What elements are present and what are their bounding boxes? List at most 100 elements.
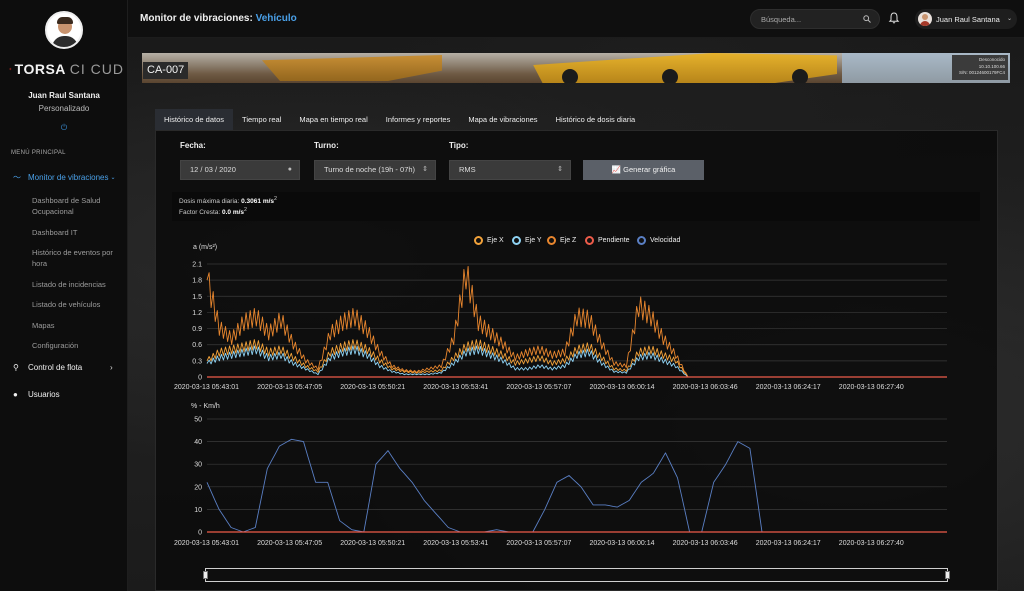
menu-section-title: MENÚ PRINCIPAL [11, 150, 66, 156]
turno-label: Turno: [314, 141, 339, 150]
x-tick-label: 2020-03-13 05:50:21 [340, 384, 405, 391]
sidebar-subitem-dashboard-salud[interactable]: Dashboard de Salud Ocupacional [32, 196, 101, 216]
x-tick-label: 2020-03-13 05:53:41 [423, 540, 488, 547]
legend-pendiente[interactable]: Pendiente [585, 236, 630, 245]
legend-eje-z[interactable]: Eje Z [547, 236, 576, 245]
y-tick-label: 0.9 [192, 326, 202, 333]
sidebar-item-label: Monitor de vibraciones [28, 173, 109, 182]
chevron-right-icon: › [110, 363, 113, 372]
x-tick-label: 2020-03-13 06:03:46 [673, 540, 738, 547]
tab-historico-datos[interactable]: Histórico de datos [155, 109, 234, 130]
range-navigator[interactable] [203, 568, 950, 582]
y-tick-label: 50 [194, 417, 202, 424]
sidebar-subitem-vehiculos[interactable]: Listado de vehículos [32, 300, 101, 309]
y-tick-label: 0 [198, 530, 202, 537]
select-arrows-icon: ⇕ [557, 166, 563, 173]
y-tick-label: 0.6 [192, 342, 202, 349]
sidebar-subitem-configuracion[interactable]: Configuración [32, 341, 79, 350]
fecha-label: Fecha: [180, 141, 206, 150]
charts-area: a (m/s²) 0 0.3 0.6 0.9 1.2 1.5 1.8 2.1 2020-03-13… [174, 244, 947, 547]
tab-mapa-tiempo-real[interactable]: Mapa en tiempo real [299, 115, 368, 124]
sidebar-item-label: Control de flota [28, 363, 83, 372]
y-tick-label: 10 [194, 507, 202, 514]
vehicle-banner [142, 53, 1010, 83]
search-box[interactable] [750, 9, 880, 29]
user-icon: ● [13, 390, 18, 399]
tab-tiempo-real[interactable]: Tiempo real [242, 115, 282, 124]
y-axis-label: % - Km/h [191, 403, 220, 410]
navigator-right-handle[interactable] [945, 571, 950, 579]
series-line-eje-z [206, 265, 947, 378]
clear-icon[interactable]: ● [287, 166, 292, 173]
sidebar-subitem-historico-eventos[interactable]: Histórico de eventos por hora [32, 248, 113, 268]
search-icon[interactable] [863, 15, 871, 23]
sidebar-subitem-incidencias[interactable]: Listado de incidencias [32, 280, 106, 289]
chart-icon: 📈 [611, 165, 622, 174]
x-tick-label: 2020-03-13 05:57:07 [506, 384, 571, 391]
avatar [918, 12, 932, 26]
x-tick-label: 2020-03-13 05:43:01 [174, 384, 239, 391]
tab-informes[interactable]: Informes y reportes [385, 115, 451, 124]
search-input[interactable] [761, 13, 856, 26]
tipo-select[interactable]: RMS ⇕ [449, 160, 571, 180]
turno-value: Turno de noche (19h - 07h) [324, 165, 416, 174]
legend-eje-x[interactable]: Eje X [474, 236, 504, 245]
tab-mapa-vibraciones[interactable]: Mapa de vibraciones [468, 115, 538, 124]
y-tick-label: 1.5 [192, 294, 202, 301]
power-icon[interactable]: ⏻ [60, 123, 68, 132]
series-line-eje-y [206, 345, 947, 378]
x-tick-label: 2020-03-13 06:00:14 [590, 540, 655, 547]
factor-stat: Factor Cresta: 0.0 m/s2 [179, 207, 248, 217]
y-axis-label: a (m/s²) [193, 244, 217, 251]
turno-select[interactable]: Turno de noche (19h - 07h) ⇕ [314, 160, 436, 180]
y-tick-label: 0 [198, 375, 202, 382]
vehicle-id: CA-007 [143, 62, 189, 79]
map-pin-icon: ⚲ [13, 363, 19, 372]
brand-logo[interactable]: TORSA CI CUD [9, 61, 124, 77]
x-tick-label: 2020-03-13 05:57:07 [506, 540, 571, 547]
y-tick-label: 1.2 [192, 310, 202, 317]
brand-name: TORSA [14, 61, 66, 77]
x-tick-label: 2020-03-13 06:00:14 [590, 384, 655, 391]
sidebar-subitem-mapas[interactable]: Mapas [32, 321, 55, 330]
sidebar-item-usuarios[interactable]: ● Usuarios [13, 390, 60, 399]
user-menu[interactable]: Juan Raul Santana ⌄ [915, 9, 1017, 29]
x-tick-label: 2020-03-13 05:50:21 [340, 540, 405, 547]
tipo-label: Tipo: [449, 141, 469, 150]
legend-eje-y[interactable]: Eje Y [512, 236, 542, 245]
sidebar-user-role: Personalizado [38, 104, 90, 113]
tipo-value: RMS [459, 165, 476, 174]
sidebar-item-label: Usuarios [28, 390, 60, 399]
y-tick-label: 40 [194, 439, 202, 446]
series-line-eje-x [206, 339, 947, 378]
generate-chart-button[interactable]: 📈 Generar gráfica [583, 160, 704, 180]
x-tick-label: 2020-03-13 06:27:40 [839, 384, 904, 391]
select-arrows-icon: ⇕ [422, 166, 428, 173]
sidebar-subitem-dashboard-it[interactable]: Dashboard IT [32, 228, 78, 237]
legend-velocidad[interactable]: Velocidad [637, 236, 680, 245]
header-user-name: Juan Raul Santana [936, 15, 1000, 24]
bell-icon[interactable] [888, 12, 900, 24]
dosis-stat: Dosis máxima diaria: 0.3061 m/s2 [179, 196, 278, 206]
x-tick-label: 2020-03-13 06:24:17 [756, 540, 821, 547]
avatar[interactable] [45, 11, 83, 49]
device-ip: 10.10.100.66 [978, 63, 1005, 69]
stats-box: Dosis máxima diaria: 0.3061 m/s2 Factor … [172, 192, 980, 221]
fecha-input[interactable]: 12 / 03 / 2020 ● [180, 160, 300, 180]
tab-bar: Histórico de datos Tiempo real Mapa en t… [155, 109, 644, 130]
x-tick-label: 2020-03-13 06:03:46 [673, 384, 738, 391]
y-tick-label: 1.8 [192, 278, 202, 285]
x-tick-label: 2020-03-13 05:43:01 [174, 540, 239, 547]
sidebar-item-monitor-vibraciones[interactable]: 〜 Monitor de vibraciones ⌄ [13, 172, 116, 183]
x-tick-label: 2020-03-13 05:47:05 [257, 384, 322, 391]
y-tick-label: 20 [194, 484, 202, 491]
navigator-left-handle[interactable] [203, 571, 208, 579]
sidebar-item-control-flota[interactable]: ⚲ Control de flota [13, 363, 82, 372]
sidebar: TORSA CI CUD Juan Raul Santana Personali… [0, 0, 128, 591]
tab-historico-dosis[interactable]: Histórico de dosis diaria [555, 115, 636, 124]
top-bar: Monitor de vibraciones: Vehículo Juan Ra… [128, 0, 1024, 38]
device-info: Desconocido 10.10.100.66 S/N: 0012460017… [952, 55, 1008, 80]
logo-icon [9, 67, 12, 71]
x-tick-label: 2020-03-13 05:53:41 [423, 384, 488, 391]
